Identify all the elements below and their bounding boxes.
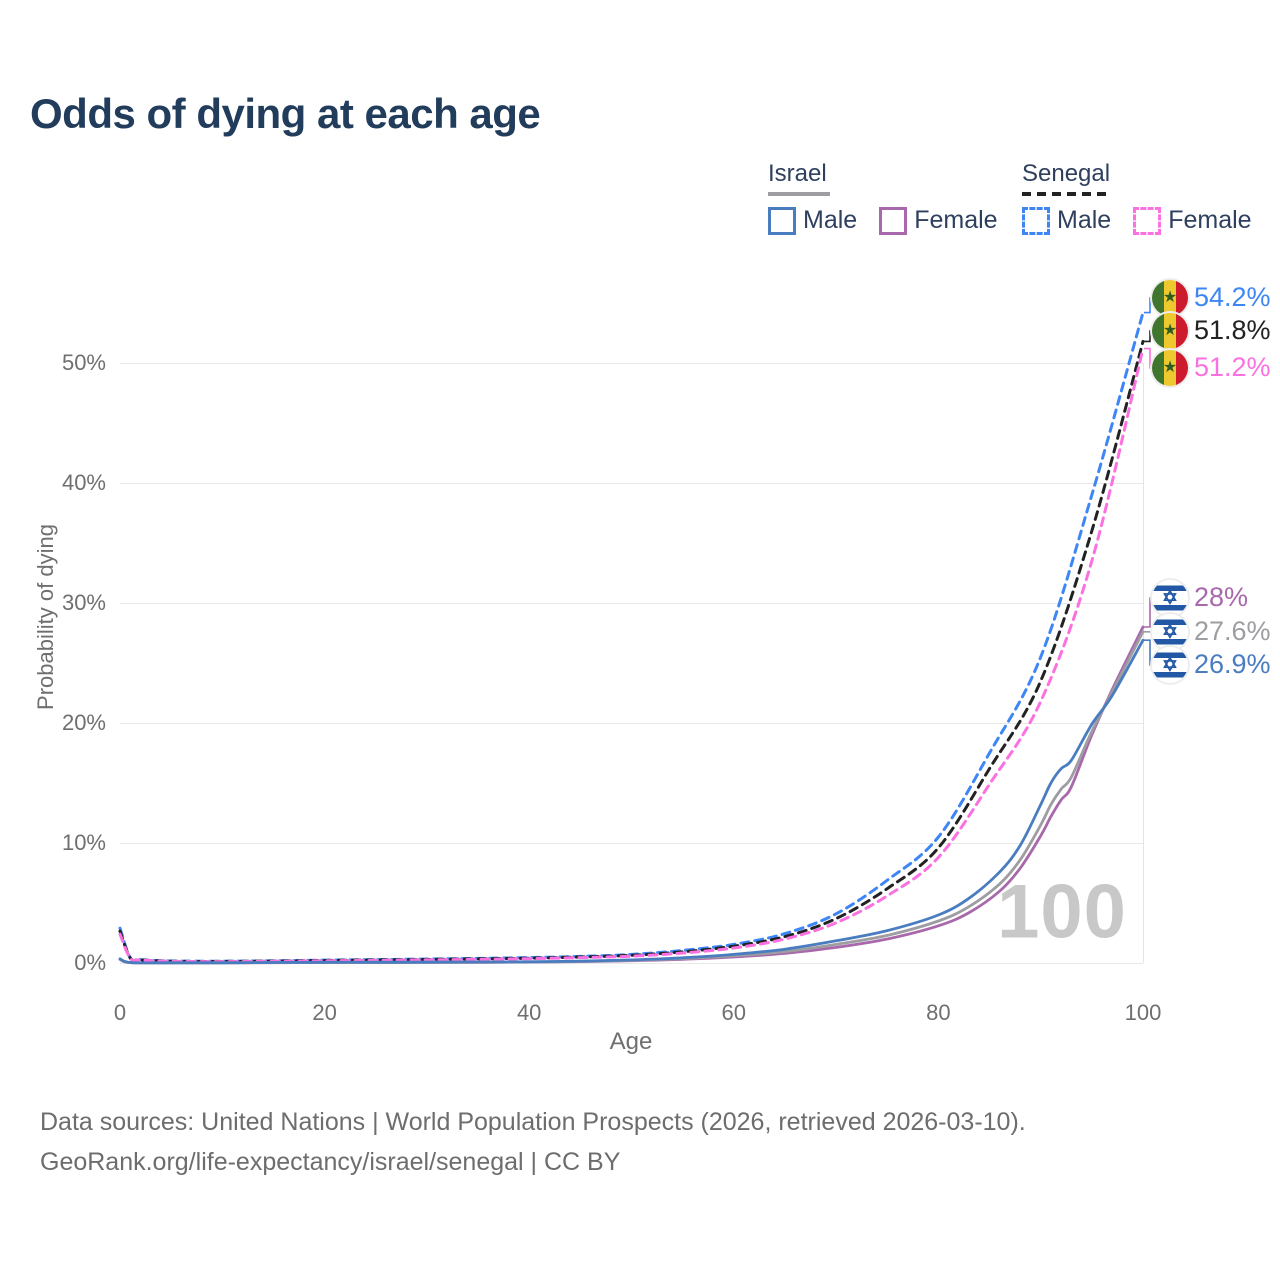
legend-label-senegal-female: Female bbox=[1168, 206, 1252, 234]
star-icon: ★ bbox=[1162, 289, 1178, 306]
x-tick-label: 20 bbox=[312, 1000, 337, 1025]
end-value-label-israel-male: 26.9% bbox=[1194, 649, 1271, 679]
senegal-male-swatch-icon bbox=[1022, 206, 1050, 235]
legend-item-senegal-male[interactable]: Male bbox=[1022, 206, 1111, 235]
y-tick-label: 50% bbox=[61, 350, 106, 375]
star-of-david-icon: ✡ bbox=[1162, 654, 1178, 676]
star-of-david-icon: ✡ bbox=[1162, 621, 1178, 643]
israel-flag-icon: ✡ bbox=[1152, 647, 1188, 683]
y-tick-label: 10% bbox=[61, 830, 106, 855]
legend-country-israel[interactable]: Israel bbox=[768, 160, 1012, 196]
y-tick-label: 40% bbox=[61, 470, 106, 495]
legend-country-israel-label: Israel bbox=[768, 160, 827, 187]
x-tick-label: 60 bbox=[721, 1000, 747, 1025]
legend-country-senegal-label: Senegal bbox=[1022, 160, 1111, 187]
star-icon: ★ bbox=[1162, 359, 1178, 376]
legend-item-israel-female[interactable]: Female bbox=[879, 206, 998, 235]
legend-label-senegal-male: Male bbox=[1057, 206, 1112, 234]
star-icon: ★ bbox=[1162, 322, 1178, 339]
legend-country-senegal[interactable]: Senegal bbox=[1022, 160, 1266, 196]
gridline bbox=[120, 363, 1143, 364]
senegal-line-sample bbox=[1022, 192, 1110, 196]
gridline bbox=[120, 483, 1143, 484]
gridline bbox=[120, 603, 1143, 604]
end-value-label-israel-both: 27.6% bbox=[1194, 616, 1271, 646]
israel-line-sample bbox=[768, 192, 830, 196]
legend-group-senegal: Senegal Male Female bbox=[1022, 160, 1266, 235]
senegal-flag-icon: ★ bbox=[1152, 350, 1188, 386]
star-of-david-icon: ✡ bbox=[1162, 587, 1178, 609]
senegal-female-swatch-icon bbox=[1133, 206, 1162, 235]
y-tick-label: 30% bbox=[61, 590, 106, 615]
x-tick-label: 80 bbox=[926, 1000, 951, 1025]
israel-female-swatch-icon bbox=[879, 206, 908, 235]
end-value-label-senegal-female: 51.2% bbox=[1194, 352, 1271, 382]
legend-label-israel-female: Female bbox=[914, 206, 998, 234]
israel-flag-icon: ✡ bbox=[1152, 580, 1188, 616]
gridline bbox=[120, 843, 1143, 844]
x-axis-title: Age bbox=[609, 1028, 653, 1055]
legend-label-israel-male: Male bbox=[803, 206, 858, 234]
footer-data-sources: Data sources: United Nations | World Pop… bbox=[40, 1108, 1026, 1136]
footer-attribution: GeoRank.org/life-expectancy/israel/seneg… bbox=[40, 1148, 621, 1176]
senegal-flag-icon: ★ bbox=[1152, 313, 1188, 349]
israel-male-swatch-icon bbox=[768, 206, 796, 235]
page-title: Odds of dying at each age bbox=[30, 90, 541, 137]
gridline bbox=[120, 723, 1143, 724]
x-tick-label: 100 bbox=[1124, 1000, 1162, 1025]
end-value-label-israel-female: 28% bbox=[1194, 582, 1249, 612]
israel-flag-icon: ✡ bbox=[1152, 614, 1188, 650]
y-tick-label: 0% bbox=[74, 950, 106, 975]
end-value-label-senegal-both: 51.8% bbox=[1194, 315, 1271, 345]
y-tick-label: 20% bbox=[61, 710, 106, 735]
hover-age-ruler bbox=[1143, 363, 1144, 963]
plot-area[interactable] bbox=[120, 363, 1143, 963]
senegal-flag-icon: ★ bbox=[1152, 280, 1188, 316]
legend-item-senegal-female[interactable]: Female bbox=[1133, 206, 1252, 235]
gridline bbox=[120, 963, 1143, 964]
legend-group-israel: Israel Male Female bbox=[768, 160, 1012, 235]
end-value-label-senegal-male: 54.2% bbox=[1194, 282, 1271, 312]
x-tick-label: 0 bbox=[113, 1000, 127, 1025]
x-tick-label: 40 bbox=[516, 1000, 542, 1025]
y-axis-title: Probability of dying bbox=[33, 524, 58, 710]
legend-item-israel-male[interactable]: Male bbox=[768, 206, 857, 235]
